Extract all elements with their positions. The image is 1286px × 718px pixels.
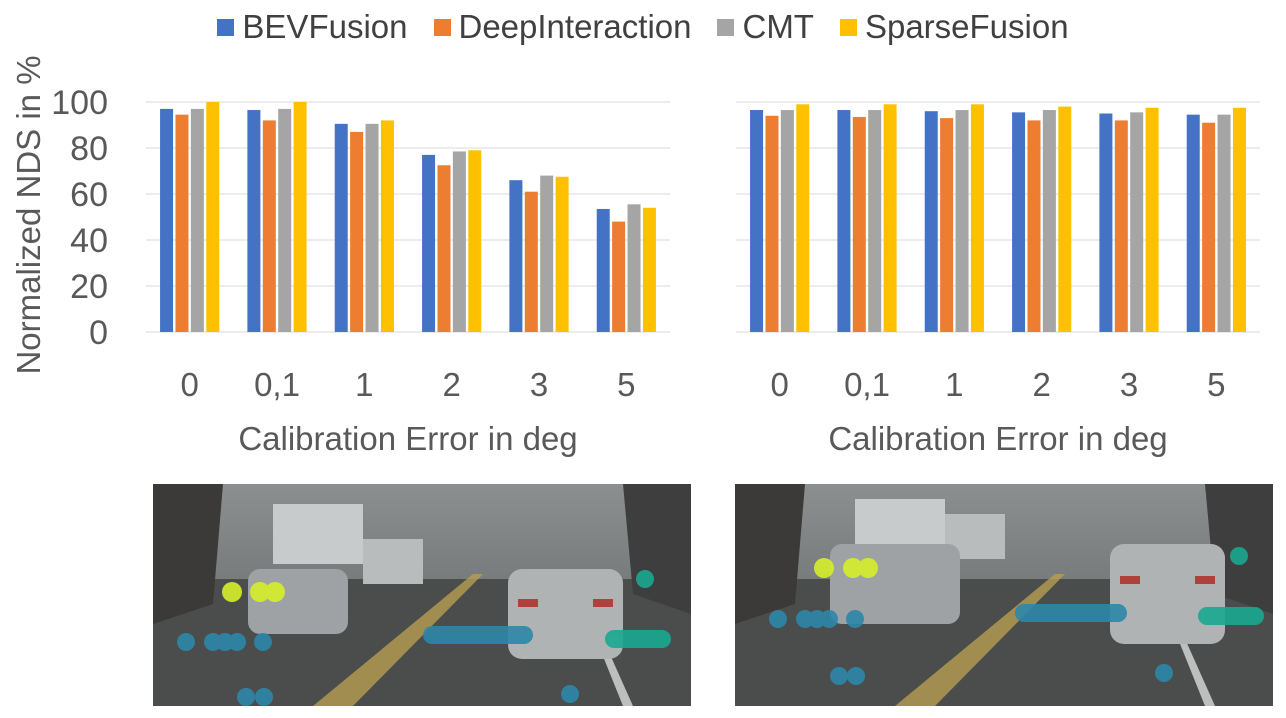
legend-item-bevfusion: BEVFusion [217, 8, 408, 46]
left-bar-deepinteraction-0 [175, 114, 189, 333]
camera-image-right [735, 484, 1273, 706]
legend-item-cmt: CMT [717, 8, 814, 46]
legend-label-sparsefusion: SparseFusion [864, 8, 1069, 45]
chart-legend: BEVFusion DeepInteraction CMT SparseFusi… [0, 8, 1286, 46]
right-xtick-2: 1 [945, 366, 963, 403]
right-bar-deepinteraction-2 [940, 118, 954, 332]
left-ytick-100: 100 [51, 84, 108, 122]
left-bar-cmt-3 [452, 151, 466, 332]
right-bar-bevfusion-5 [1186, 114, 1200, 333]
left-bar-bevfusion-5 [596, 208, 610, 332]
left-xtick-3: 2 [442, 366, 460, 403]
right-bar-bevfusion-3 [1012, 112, 1026, 332]
right-xtick-4: 3 [1120, 366, 1138, 403]
bar-chart-right: 0 0,1 1 2 3 5 Calibration Error in deg [736, 101, 1260, 457]
left-bar-bevfusion-1 [247, 110, 261, 332]
right-bar-sparsefusion-5 [1232, 107, 1246, 332]
left-bar-deepinteraction-4 [524, 191, 538, 332]
left-ytick-40: 40 [70, 222, 108, 260]
legend-label-bevfusion: BEVFusion [242, 8, 408, 45]
right-bar-sparsefusion-3 [1058, 106, 1072, 332]
left-bar-cmt-5 [627, 204, 641, 332]
right-bar-cmt-5 [1217, 114, 1231, 333]
left-bar-cmt-2 [365, 123, 379, 332]
right-bar-cmt-1 [868, 110, 882, 332]
right-xtick-5: 5 [1207, 366, 1225, 403]
left-ytick-80: 80 [70, 130, 108, 168]
legend-label-deepinteraction: DeepInteraction [458, 8, 692, 45]
left-bar-bevfusion-4 [509, 180, 523, 332]
left-ytick-0: 0 [89, 314, 108, 352]
left-bar-deepinteraction-5 [612, 221, 626, 332]
legend-label-cmt: CMT [742, 8, 814, 45]
right-bar-cmt-0 [780, 110, 794, 332]
left-bar-sparsefusion-1 [293, 102, 307, 332]
left-bar-sparsefusion-3 [468, 150, 482, 332]
bar-chart-left: 0 20 40 60 80 100 0 0,1 1 2 3 5 Calibration Error in… [10, 55, 670, 457]
right-bar-deepinteraction-4 [1114, 120, 1128, 333]
left-bar-sparsefusion-5 [642, 207, 656, 332]
right-bar-sparsefusion-4 [1145, 107, 1159, 332]
left-bar-deepinteraction-1 [262, 120, 276, 333]
legend-item-deepinteraction: DeepInteraction [433, 8, 692, 46]
left-bar-sparsefusion-2 [380, 120, 394, 333]
right-bar-bevfusion-1 [837, 110, 851, 332]
left-y-axis-label: Normalized NDS in % [10, 55, 47, 374]
right-bar-cmt-4 [1130, 112, 1144, 332]
legend-swatch-deepinteraction [433, 18, 451, 36]
right-bar-deepinteraction-0 [765, 115, 779, 332]
right-bar-bevfusion-2 [924, 111, 938, 332]
right-bar-deepinteraction-1 [852, 116, 866, 332]
camera-image-left [153, 484, 691, 706]
left-x-axis-label: Calibration Error in deg [238, 420, 577, 457]
left-bar-bevfusion-2 [334, 123, 348, 332]
right-bar-deepinteraction-3 [1027, 120, 1041, 333]
left-xtick-2: 1 [355, 366, 373, 403]
left-xtick-1: 0,1 [254, 366, 300, 403]
right-bar-deepinteraction-5 [1202, 122, 1216, 332]
left-bar-deepinteraction-3 [437, 165, 451, 332]
right-xtick-3: 2 [1032, 366, 1050, 403]
right-x-axis-label: Calibration Error in deg [828, 420, 1167, 457]
right-bar-cmt-3 [1042, 110, 1056, 332]
left-xtick-4: 3 [530, 366, 548, 403]
left-bar-bevfusion-3 [422, 154, 436, 332]
right-xtick-1: 0,1 [844, 366, 890, 403]
right-bar-sparsefusion-1 [883, 104, 897, 332]
right-bar-bevfusion-4 [1099, 113, 1113, 332]
left-bar-deepinteraction-2 [350, 131, 364, 332]
left-bar-cmt-0 [190, 108, 204, 333]
left-bar-sparsefusion-4 [555, 176, 569, 332]
left-xtick-5: 5 [617, 366, 635, 403]
right-bar-sparsefusion-2 [970, 104, 984, 332]
left-bar-sparsefusion-0 [206, 102, 220, 332]
left-bar-bevfusion-0 [160, 108, 174, 333]
legend-swatch-bevfusion [217, 18, 235, 36]
right-bar-bevfusion-0 [750, 110, 764, 332]
legend-swatch-cmt [717, 18, 735, 36]
left-ytick-60: 60 [70, 176, 108, 214]
legend-item-sparsefusion: SparseFusion [839, 8, 1069, 46]
legend-swatch-sparsefusion [839, 18, 857, 36]
right-bar-cmt-2 [955, 110, 969, 332]
left-ytick-20: 20 [70, 268, 108, 306]
left-bar-cmt-1 [278, 108, 292, 333]
right-xtick-0: 0 [770, 366, 788, 403]
left-xtick-0: 0 [180, 366, 198, 403]
left-bar-cmt-4 [540, 175, 554, 332]
right-bar-sparsefusion-0 [796, 104, 810, 332]
